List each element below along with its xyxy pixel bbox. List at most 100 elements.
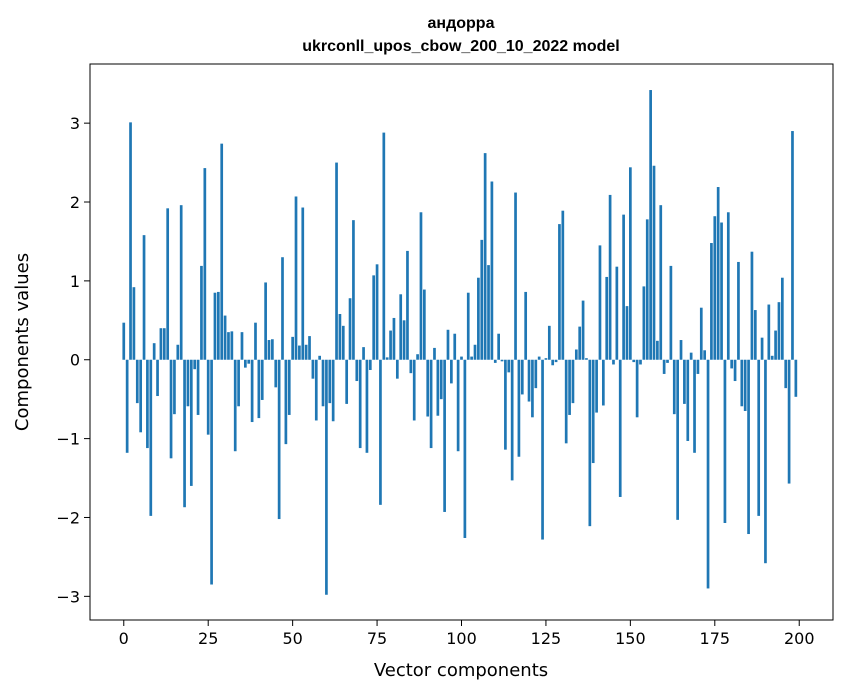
bar xyxy=(362,347,365,360)
bar xyxy=(710,243,713,360)
bar xyxy=(291,336,294,360)
bar xyxy=(395,359,399,379)
bar xyxy=(436,359,440,416)
bar xyxy=(750,251,754,360)
bar xyxy=(392,317,396,360)
bar xyxy=(352,220,355,360)
bar xyxy=(402,320,406,360)
bar xyxy=(142,235,146,360)
bar xyxy=(129,122,132,360)
bar xyxy=(122,322,126,360)
bar xyxy=(223,315,227,360)
bar xyxy=(267,340,271,360)
bar xyxy=(686,359,690,441)
bar xyxy=(666,359,669,363)
bar xyxy=(733,359,737,382)
bar xyxy=(277,359,281,520)
bar xyxy=(551,359,555,366)
bar xyxy=(348,298,352,360)
bar xyxy=(416,354,419,360)
x-tick-label: 125 xyxy=(531,629,562,648)
bar xyxy=(331,359,335,422)
bar xyxy=(284,359,288,445)
bar xyxy=(220,143,224,360)
bar xyxy=(652,165,656,360)
bar xyxy=(156,359,159,397)
bar xyxy=(271,339,274,360)
bars-group xyxy=(122,90,798,595)
bar xyxy=(635,359,639,418)
bar xyxy=(622,214,625,360)
bar xyxy=(206,359,210,435)
x-axis-ticks: 0 25 50 75 100 125 150 175 200 xyxy=(119,620,815,648)
bar xyxy=(247,359,251,364)
bar xyxy=(139,359,143,433)
bar xyxy=(200,265,203,360)
bar xyxy=(193,359,197,370)
bar xyxy=(355,359,359,382)
chart-subtitle: ukrconll_upos_cbow_200_10_2022 model xyxy=(302,38,619,55)
bar xyxy=(699,307,703,360)
bar xyxy=(382,132,386,360)
bar xyxy=(659,205,663,360)
bar xyxy=(693,359,696,453)
bar xyxy=(615,266,619,360)
bar xyxy=(679,340,683,360)
chart-title: андорра xyxy=(428,15,495,32)
bar xyxy=(716,187,720,360)
bar xyxy=(571,359,575,404)
bar xyxy=(406,250,409,360)
bar xyxy=(274,359,278,388)
bar xyxy=(473,344,477,360)
bar xyxy=(649,90,652,360)
y-tick-label: 3 xyxy=(70,114,80,133)
y-axis-label: Components values xyxy=(12,253,33,431)
bar xyxy=(656,340,659,360)
bar xyxy=(629,167,632,360)
bar xyxy=(777,302,781,360)
bar xyxy=(318,355,321,360)
bar xyxy=(257,359,261,419)
bar xyxy=(456,359,460,452)
bar xyxy=(146,359,149,449)
bar xyxy=(385,357,389,360)
bar xyxy=(237,359,240,407)
bar xyxy=(466,292,470,360)
bar xyxy=(338,314,342,360)
bar xyxy=(358,359,362,449)
bar xyxy=(520,359,524,395)
bar xyxy=(510,359,514,481)
bar xyxy=(453,333,457,360)
y-tick-label: 2 xyxy=(70,193,80,212)
bar xyxy=(298,345,301,360)
bar xyxy=(608,194,612,360)
bar xyxy=(757,359,761,516)
bar xyxy=(166,208,170,360)
bar xyxy=(531,359,534,418)
bar xyxy=(743,359,747,411)
bar xyxy=(764,359,767,564)
bar xyxy=(676,359,679,520)
bar xyxy=(497,333,500,360)
bar xyxy=(186,359,190,407)
bar xyxy=(483,153,487,360)
bar xyxy=(173,359,176,415)
bar xyxy=(683,359,686,404)
bar xyxy=(210,359,213,585)
bar xyxy=(365,359,369,453)
bar xyxy=(244,359,247,368)
bar xyxy=(514,192,517,360)
bar xyxy=(132,287,136,360)
bar xyxy=(568,359,571,415)
bar xyxy=(463,359,467,538)
bar xyxy=(723,359,727,523)
bar xyxy=(547,325,551,360)
bar xyxy=(500,359,504,362)
bar xyxy=(196,359,200,415)
y-axis-ticks: −3 −2 −1 0 1 2 3 xyxy=(56,114,90,606)
bar xyxy=(493,359,497,363)
bar xyxy=(341,325,345,360)
bar xyxy=(713,216,717,360)
bar xyxy=(770,355,774,360)
